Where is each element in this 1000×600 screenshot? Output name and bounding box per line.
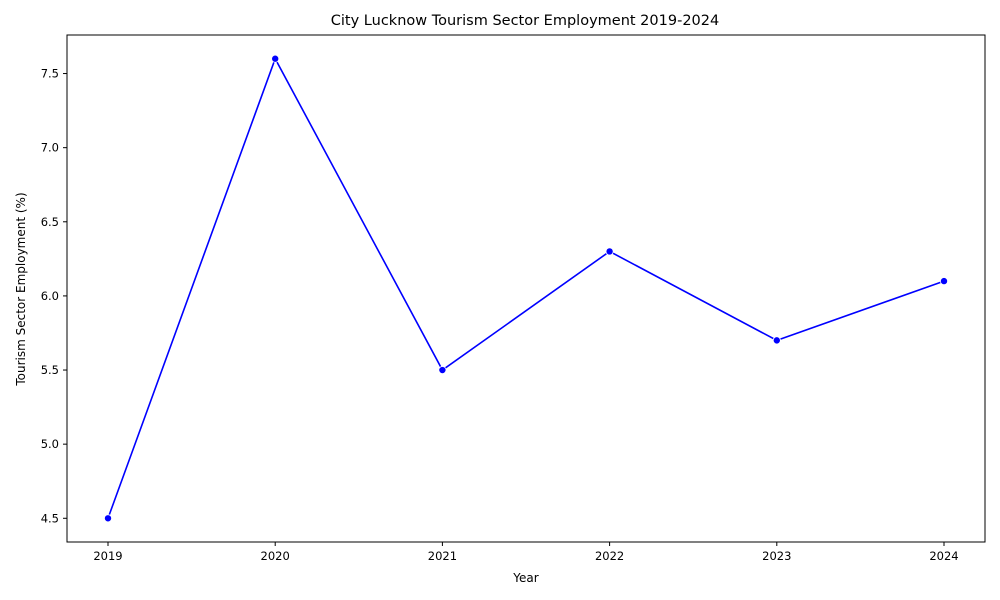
data-point <box>772 336 781 345</box>
x-axis: 2019 2020 2021 2022 2023 2024 <box>93 542 959 563</box>
y-tick-label: 7.0 <box>41 141 59 155</box>
y-tick-label: 6.0 <box>41 289 59 303</box>
chart-title: City Lucknow Tourism Sector Employment 2… <box>331 13 719 29</box>
data-point <box>438 366 447 375</box>
series-line <box>107 56 945 519</box>
y-tick-label: 7.5 <box>41 67 59 81</box>
x-tick-label: 2020 <box>261 549 290 563</box>
data-point <box>605 247 614 256</box>
x-tick-label: 2023 <box>762 549 791 563</box>
x-tick-label: 2019 <box>93 549 122 563</box>
data-point <box>271 54 280 63</box>
data-point <box>940 277 949 286</box>
y-tick-label: 4.5 <box>41 511 59 525</box>
data-point <box>104 514 113 523</box>
x-tick-label: 2021 <box>428 549 457 563</box>
y-tick-label: 5.5 <box>41 363 59 377</box>
x-tick-label: 2022 <box>595 549 624 563</box>
series-group <box>104 54 949 523</box>
plot-frame <box>66 34 986 543</box>
y-axis-label: Tourism Sector Employment (%) <box>14 192 28 386</box>
y-tick-label: 6.5 <box>41 215 59 229</box>
y-tick-label: 5.0 <box>41 437 59 451</box>
x-tick-label: 2024 <box>929 549 958 563</box>
x-axis-label: Year <box>512 571 538 585</box>
y-axis: 4.5 5.0 5.5 6.0 6.5 7.0 7.5 <box>41 67 67 525</box>
